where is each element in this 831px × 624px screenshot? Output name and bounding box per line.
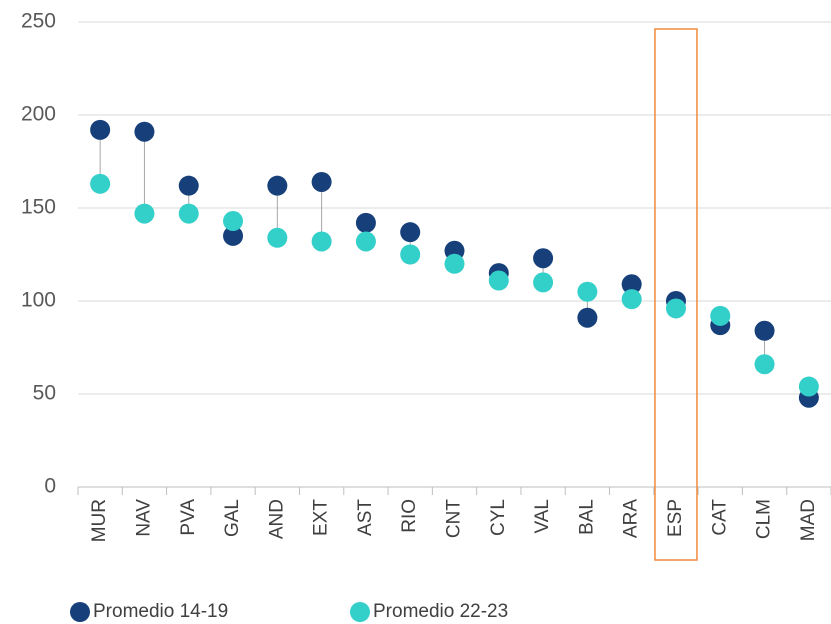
dot bbox=[267, 175, 288, 196]
y-tick-label: 150 bbox=[21, 196, 56, 219]
dot bbox=[178, 175, 199, 196]
dot bbox=[355, 231, 376, 252]
dot bbox=[355, 212, 376, 233]
dot bbox=[178, 203, 199, 224]
x-tick-label: AND bbox=[266, 499, 287, 539]
x-tick-label: BAL bbox=[576, 499, 597, 535]
x-tick-label: RIO bbox=[399, 499, 420, 533]
dot bbox=[223, 225, 244, 246]
dot bbox=[577, 307, 598, 328]
dot bbox=[134, 203, 155, 224]
y-tick-label: 250 bbox=[21, 10, 56, 33]
dot bbox=[134, 121, 155, 142]
dot bbox=[754, 320, 775, 341]
dot bbox=[311, 231, 332, 252]
y-tick-label: 50 bbox=[33, 382, 56, 405]
dot bbox=[90, 173, 111, 194]
dot bbox=[533, 248, 554, 269]
dot bbox=[710, 305, 731, 326]
x-tick-label: ESP bbox=[665, 499, 686, 537]
dot bbox=[533, 272, 554, 293]
dot bbox=[621, 289, 642, 310]
y-tick-label: 0 bbox=[44, 475, 56, 498]
dot bbox=[267, 227, 288, 248]
x-tick-label: CNT bbox=[444, 499, 465, 538]
x-tick-label: EXT bbox=[311, 499, 332, 536]
dot bbox=[444, 253, 465, 274]
dot bbox=[488, 270, 509, 291]
dot bbox=[400, 222, 421, 243]
x-tick-label: MUR bbox=[89, 499, 110, 542]
legend-marker bbox=[350, 602, 370, 622]
x-tick-label: MAD bbox=[798, 499, 819, 541]
dot bbox=[90, 119, 111, 140]
x-tick-label: CAT bbox=[709, 499, 730, 536]
x-tick-label: PVA bbox=[178, 499, 199, 536]
dot bbox=[311, 171, 332, 192]
y-tick-label: 200 bbox=[21, 103, 56, 126]
dot bbox=[577, 281, 598, 302]
dot bbox=[400, 244, 421, 265]
dot bbox=[798, 376, 819, 397]
x-tick-label: AST bbox=[355, 499, 376, 536]
dot bbox=[665, 298, 686, 319]
x-tick-label: CYL bbox=[488, 499, 509, 536]
x-tick-label: GAL bbox=[222, 499, 243, 537]
legend-label: Promedio 22-23 bbox=[373, 601, 508, 622]
y-tick-label: 100 bbox=[21, 289, 56, 312]
x-tick-label: NAV bbox=[133, 499, 154, 537]
legend-label: Promedio 14-19 bbox=[93, 601, 228, 622]
dot bbox=[621, 274, 642, 295]
x-tick-label: CLM bbox=[754, 499, 775, 539]
x-tick-label: VAL bbox=[532, 499, 553, 534]
dot bbox=[754, 354, 775, 375]
legend-marker bbox=[70, 602, 90, 622]
highlight-box bbox=[654, 28, 698, 561]
dot bbox=[223, 211, 244, 232]
x-tick-label: ARA bbox=[621, 499, 642, 538]
